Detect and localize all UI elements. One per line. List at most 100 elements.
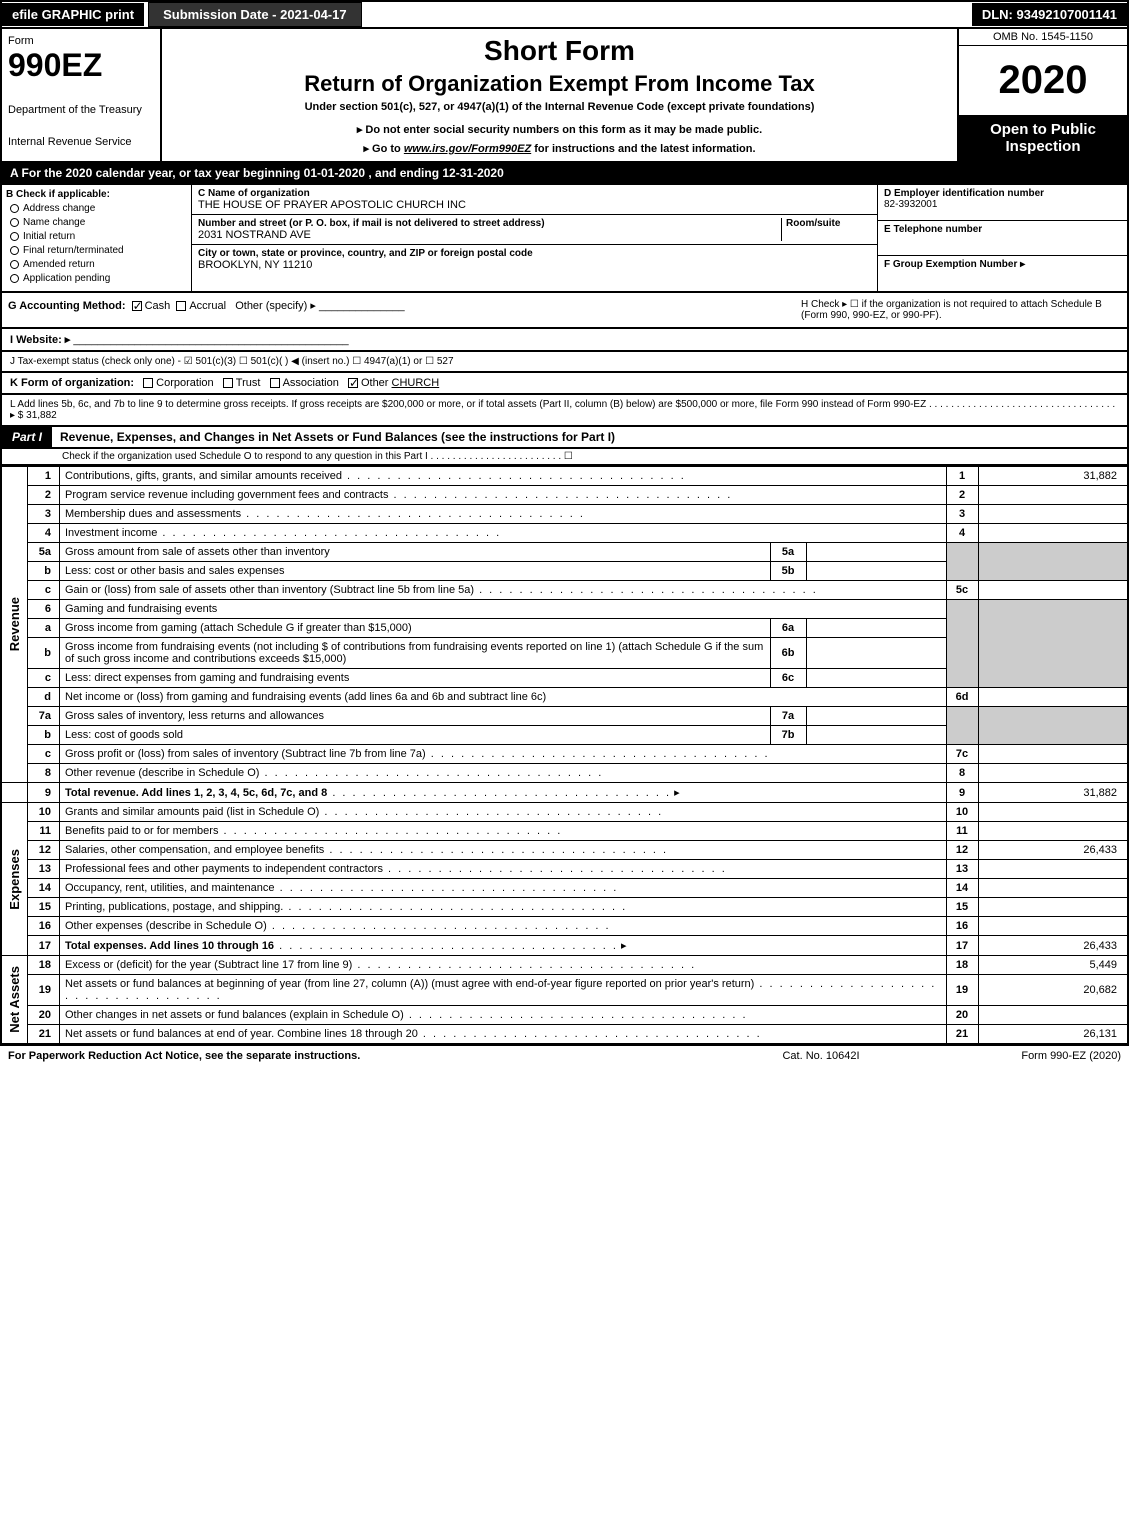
irs-link[interactable]: www.irs.gov/Form990EZ	[404, 143, 531, 155]
opt-final-return[interactable]: Final return/terminated	[10, 245, 187, 256]
accounting-method: G Accounting Method: Cash Accrual Other …	[8, 299, 801, 321]
expenses-side-label: Expenses	[1, 803, 28, 956]
schedule-b-note: H Check ▸ ☐ if the organization is not r…	[801, 299, 1121, 321]
link-pre: ▸ Go to	[363, 143, 403, 155]
accrual-label: Accrual	[189, 300, 226, 312]
line-8: 8 Other revenue (describe in Schedule O)…	[1, 764, 1128, 783]
paperwork-notice: For Paperwork Reduction Act Notice, see …	[8, 1050, 721, 1062]
opt-name-change[interactable]: Name change	[10, 217, 187, 228]
line-4: 4 Investment income 4	[1, 524, 1128, 543]
form-title: Return of Organization Exempt From Incom…	[172, 71, 947, 97]
line-17: 17 Total expenses. Add lines 10 through …	[1, 936, 1128, 956]
checkbox-accrual-icon[interactable]	[176, 301, 186, 311]
line-9: 9 Total revenue. Add lines 1, 2, 3, 4, 5…	[1, 783, 1128, 803]
cash-label: Cash	[145, 300, 171, 312]
tax-exempt-status: J Tax-exempt status (check only one) - ☑…	[0, 352, 1129, 373]
part-1-header: Part I Revenue, Expenses, and Changes in…	[0, 427, 1129, 449]
line-20: 20 Other changes in net assets or fund b…	[1, 1006, 1128, 1025]
line-16: 16 Other expenses (describe in Schedule …	[1, 917, 1128, 936]
website-row: I Website: ▸ ___________________________…	[0, 329, 1129, 352]
form-ref: Form 990-EZ (2020)	[921, 1050, 1121, 1062]
circle-icon	[10, 246, 19, 255]
dept-treasury: Department of the Treasury	[8, 104, 154, 116]
checkbox-trust-icon[interactable]	[223, 378, 233, 388]
org-name: THE HOUSE OF PRAYER APOSTOLIC CHURCH INC	[198, 199, 871, 211]
website-label: I Website: ▸	[10, 334, 70, 346]
opt-address-change[interactable]: Address change	[10, 203, 187, 214]
other-label: Other (specify) ▸	[235, 300, 316, 312]
group-exemption-row: F Group Exemption Number ▸	[878, 256, 1127, 291]
other-value: CHURCH	[392, 377, 440, 389]
line-7c: c Gross profit or (loss) from sales of i…	[1, 745, 1128, 764]
org-name-row: C Name of organization THE HOUSE OF PRAY…	[192, 185, 877, 215]
cat-number: Cat. No. 10642I	[721, 1050, 921, 1062]
checkbox-cash-icon[interactable]	[132, 301, 142, 311]
ssn-note: ▸ Do not enter social security numbers o…	[172, 123, 947, 136]
line-18: Net Assets 18 Excess or (deficit) for th…	[1, 956, 1128, 975]
checkbox-corp-icon[interactable]	[143, 378, 153, 388]
submission-date-button[interactable]: Submission Date - 2021-04-17	[148, 2, 362, 27]
line-15: 15 Printing, publications, postage, and …	[1, 898, 1128, 917]
circle-icon	[10, 218, 19, 227]
ein-row: D Employer identification number 82-3932…	[878, 185, 1127, 221]
city-row: City or town, state or province, country…	[192, 245, 877, 274]
box-c: C Name of organization THE HOUSE OF PRAY…	[192, 185, 877, 291]
short-form-title: Short Form	[172, 35, 947, 67]
city: BROOKLYN, NY 11210	[198, 259, 871, 271]
circle-icon	[10, 232, 19, 241]
gross-receipts-note: L Add lines 5b, 6c, and 7b to line 9 to …	[0, 395, 1129, 427]
form-number: 990EZ	[8, 47, 154, 84]
part-1-title: Revenue, Expenses, and Changes in Net As…	[52, 427, 1127, 447]
line-12: 12 Salaries, other compensation, and emp…	[1, 841, 1128, 860]
org-name-label: C Name of organization	[198, 188, 871, 199]
box-def: D Employer identification number 82-3932…	[877, 185, 1127, 291]
checkbox-other-icon[interactable]	[348, 378, 358, 388]
address-row: Number and street (or P. O. box, if mail…	[192, 215, 877, 245]
group-exemption-label: F Group Exemption Number ▸	[884, 259, 1121, 270]
box-b-header: B Check if applicable:	[6, 189, 187, 200]
part-1-tag: Part I	[2, 427, 52, 447]
tax-period: A For the 2020 calendar year, or tax yea…	[0, 163, 1129, 185]
row-gh: G Accounting Method: Cash Accrual Other …	[0, 293, 1129, 329]
circle-icon	[10, 274, 19, 283]
g-label: G Accounting Method:	[8, 300, 126, 312]
form-subtitle: Under section 501(c), 527, or 4947(a)(1)…	[172, 101, 947, 113]
opt-application-pending[interactable]: Application pending	[10, 273, 187, 284]
line-6: 6 Gaming and fundraising events	[1, 600, 1128, 619]
header-right: OMB No. 1545-1150 2020 Open to Public In…	[957, 29, 1127, 161]
line-14: 14 Occupancy, rent, utilities, and maint…	[1, 879, 1128, 898]
part-1-table: Revenue 1 Contributions, gifts, grants, …	[0, 466, 1129, 1045]
line-1: Revenue 1 Contributions, gifts, grants, …	[1, 467, 1128, 486]
line-2: 2 Program service revenue including gove…	[1, 486, 1128, 505]
efile-label[interactable]: efile GRAPHIC print	[2, 3, 144, 26]
link-post: for instructions and the latest informat…	[531, 143, 755, 155]
form-header: Form 990EZ Department of the Treasury In…	[0, 29, 1129, 163]
line-5c: c Gain or (loss) from sale of assets oth…	[1, 581, 1128, 600]
form-of-organization: K Form of organization: Corporation Trus…	[0, 373, 1129, 395]
ein-label: D Employer identification number	[884, 188, 1121, 199]
page-footer: For Paperwork Reduction Act Notice, see …	[0, 1045, 1129, 1066]
open-to-public: Open to Public Inspection	[959, 115, 1127, 161]
circle-icon	[10, 260, 19, 269]
dept-irs: Internal Revenue Service	[8, 136, 154, 148]
info-block: B Check if applicable: Address change Na…	[0, 185, 1129, 293]
checkbox-assoc-icon[interactable]	[270, 378, 280, 388]
line-3: 3 Membership dues and assessments 3	[1, 505, 1128, 524]
line-11: 11 Benefits paid to or for members 11	[1, 822, 1128, 841]
room-label: Room/suite	[786, 218, 871, 229]
line-7a: 7a Gross sales of inventory, less return…	[1, 707, 1128, 726]
address: 2031 NOSTRAND AVE	[198, 229, 781, 241]
header-left: Form 990EZ Department of the Treasury In…	[2, 29, 162, 161]
opt-initial-return[interactable]: Initial return	[10, 231, 187, 242]
address-label: Number and street (or P. O. box, if mail…	[198, 218, 781, 229]
line-6d: d Net income or (loss) from gaming and f…	[1, 688, 1128, 707]
circle-icon	[10, 204, 19, 213]
instructions-link-line: ▸ Go to www.irs.gov/Form990EZ for instru…	[172, 142, 947, 155]
opt-amended-return[interactable]: Amended return	[10, 259, 187, 270]
line-21: 21 Net assets or fund balances at end of…	[1, 1025, 1128, 1045]
line-13: 13 Professional fees and other payments …	[1, 860, 1128, 879]
tax-year: 2020	[959, 46, 1127, 115]
telephone-label: E Telephone number	[884, 224, 1121, 235]
dln-label: DLN: 93492107001141	[972, 3, 1127, 26]
line-19: 19 Net assets or fund balances at beginn…	[1, 975, 1128, 1006]
